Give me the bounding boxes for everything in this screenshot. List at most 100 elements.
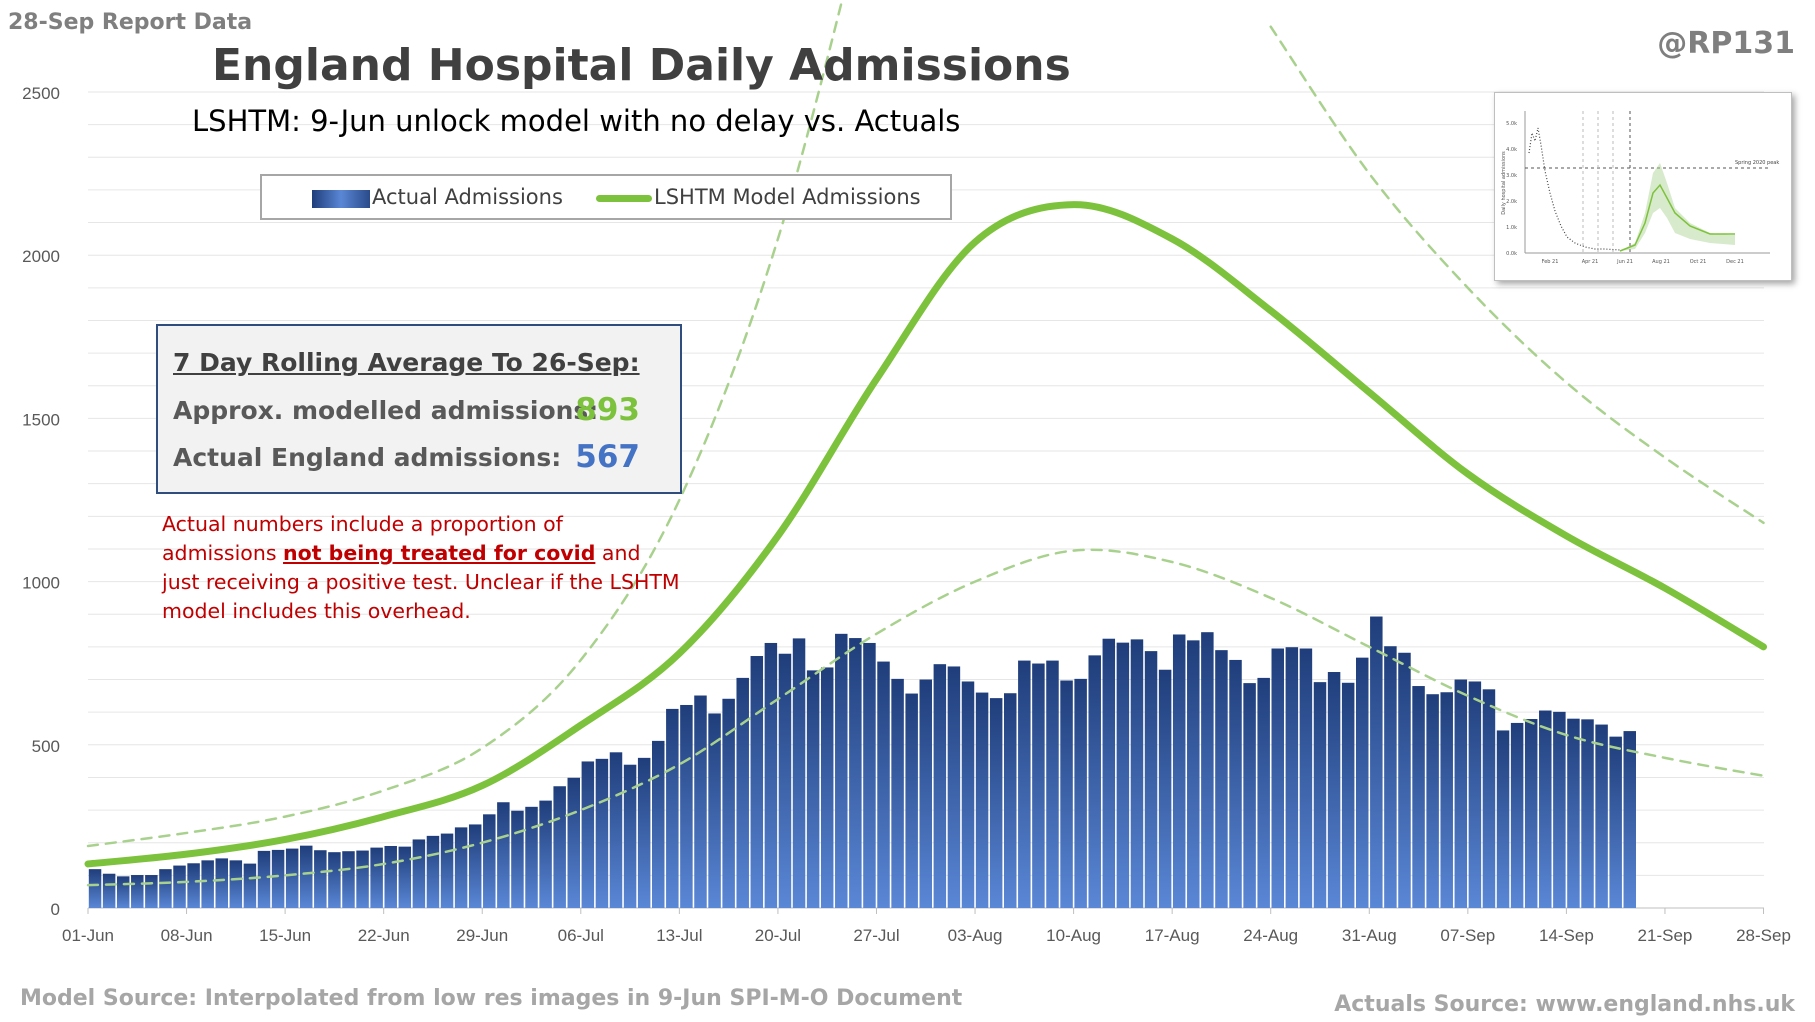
bar-actual-admissions — [989, 698, 1003, 908]
bar-actual-admissions — [131, 875, 144, 908]
y-tick-label: 2000 — [22, 247, 60, 266]
inset-model-band — [1620, 163, 1735, 251]
x-tick-label: 10-Aug — [1046, 926, 1101, 945]
legend: Actual Admissions LSHTM Model Admissions — [260, 174, 952, 220]
bar-actual-admissions — [370, 847, 383, 908]
bar-actual-admissions — [1018, 660, 1031, 908]
stats-heading: 7 Day Rolling Average To 26-Sep: — [173, 348, 640, 377]
bar-actual-admissions — [1539, 710, 1552, 908]
chart-subtitle: LSHTM: 9-Jun unlock model with no delay … — [192, 104, 961, 138]
bar-actual-admissions — [1130, 639, 1144, 908]
bar-actual-admissions — [947, 666, 961, 908]
actual-label: Actual England admissions: — [173, 443, 562, 472]
y-tick-labels: 0 500 1000 1500 2000 2500 — [22, 84, 60, 919]
bar-actual-admissions — [1567, 718, 1580, 908]
bar-actual-admissions — [102, 873, 116, 908]
bar-actual-admissions — [525, 806, 538, 908]
x-tick-label: 24-Aug — [1243, 926, 1298, 945]
bar-actual-admissions — [1623, 731, 1636, 908]
x-tick-label: 21-Sep — [1638, 926, 1693, 945]
thumbnail-chart: Spring 2020 peak 0.0k 1.0k 2.0k 3.0k 4.0… — [1495, 93, 1791, 280]
bar-actual-admissions — [1229, 659, 1242, 908]
bar-actual-admissions — [468, 824, 482, 908]
bar-actual-admissions — [1201, 632, 1214, 908]
x-tick-label: 08-Jun — [161, 926, 213, 945]
bar-actual-admissions — [722, 698, 735, 908]
inset-xtick: Dec 21 — [1726, 259, 1744, 265]
bar-actual-admissions — [1595, 724, 1608, 908]
bar-actual-admissions — [1609, 736, 1622, 908]
bar-actual-admissions — [412, 839, 426, 908]
bar-actual-admissions — [609, 752, 623, 908]
bar-actual-admissions — [1172, 634, 1186, 908]
bar-actual-admissions — [680, 704, 693, 908]
bar-actual-admissions — [891, 678, 904, 908]
inset-ytick: 3.0k — [1506, 173, 1517, 179]
inset-ytick: 1.0k — [1506, 225, 1517, 231]
modelled-label: Approx. modelled admissions: — [173, 396, 599, 425]
inset-xtick: Feb 21 — [1542, 259, 1559, 265]
bar-actual-admissions — [314, 850, 327, 908]
bar-actual-admissions — [1398, 652, 1411, 908]
bar-actual-admissions — [159, 869, 172, 908]
bar-actual-admissions — [567, 777, 580, 908]
bar-actual-admissions — [145, 875, 158, 908]
bar-actual-admissions — [1032, 663, 1045, 908]
bar-actual-admissions — [1468, 681, 1482, 908]
bar-actual-admissions — [1046, 660, 1059, 908]
bar-actual-admissions — [243, 863, 257, 908]
bar-actual-admissions — [398, 846, 412, 908]
x-tick-label: 07-Sep — [1440, 926, 1495, 945]
author-handle: @RP131 — [1657, 26, 1795, 61]
y-tick-label: 0 — [51, 900, 60, 919]
bar-actual-admissions — [1285, 647, 1299, 908]
bar-actual-admissions — [328, 852, 341, 908]
bar-actual-admissions — [440, 833, 454, 908]
model-source: Model Source: Interpolated from low res … — [20, 986, 963, 1011]
bar-actual-admissions — [1412, 686, 1425, 908]
modelled-value: 893 — [575, 392, 640, 428]
bar-actual-admissions — [1158, 669, 1172, 908]
bar-actual-admissions — [835, 633, 848, 908]
x-tick-label: 14-Sep — [1539, 926, 1594, 945]
inset-xtick: Jun 21 — [1616, 259, 1633, 265]
x-tick-labels: 01-Jun 08-Jun 15-Jun 22-Jun 29-Jun 06-Jul 13-J… — [62, 908, 1791, 945]
bar-actual-admissions — [581, 761, 595, 908]
y-tick-label: 1500 — [22, 410, 60, 429]
bar-actual-admissions — [961, 681, 975, 908]
inset-xtick: Oct 21 — [1690, 259, 1707, 265]
bar-actual-admissions — [694, 695, 707, 908]
bar-actual-admissions — [1426, 694, 1439, 908]
bar-actual-admissions — [820, 667, 834, 908]
bar-actual-admissions — [553, 786, 566, 908]
bar-actual-admissions — [1215, 650, 1228, 908]
bar-actual-admissions — [483, 814, 496, 908]
inset-ytick: 4.0k — [1506, 147, 1517, 153]
inset-xtick: Aug 21 — [1652, 259, 1670, 265]
x-tick-label: 31-Aug — [1342, 926, 1397, 945]
bar-actual-admissions — [426, 835, 440, 908]
bar-actual-admissions — [1116, 642, 1130, 908]
bar-actual-admissions — [1454, 679, 1468, 908]
bar-actual-admissions — [623, 764, 637, 908]
actuals-source: Actuals Source: www.england.nhs.uk — [1334, 992, 1795, 1017]
bar-actual-admissions — [88, 869, 102, 908]
bar-actual-admissions — [384, 845, 397, 908]
legend-model-label: LSHTM Model Admissions — [654, 185, 921, 209]
bar-actual-admissions — [1581, 719, 1594, 908]
bar-actual-admissions — [905, 693, 918, 908]
x-tick-label: 22-Jun — [358, 926, 410, 945]
bar-actual-admissions — [229, 860, 243, 908]
bar-actual-admissions — [1074, 678, 1087, 908]
bar-actual-admissions — [1102, 638, 1116, 908]
bar-actual-admissions — [1313, 682, 1327, 908]
bar-actual-admissions — [1496, 730, 1510, 908]
x-tick-label: 29-Jun — [456, 926, 508, 945]
x-tick-label: 06-Jul — [558, 926, 604, 945]
bar-actual-admissions — [1299, 648, 1313, 908]
bar-actual-admissions — [1187, 640, 1200, 908]
inset-ytick: 0.0k — [1506, 251, 1517, 257]
bar-actual-admissions — [778, 653, 792, 908]
inset-ytick: 5.0k — [1506, 121, 1517, 127]
